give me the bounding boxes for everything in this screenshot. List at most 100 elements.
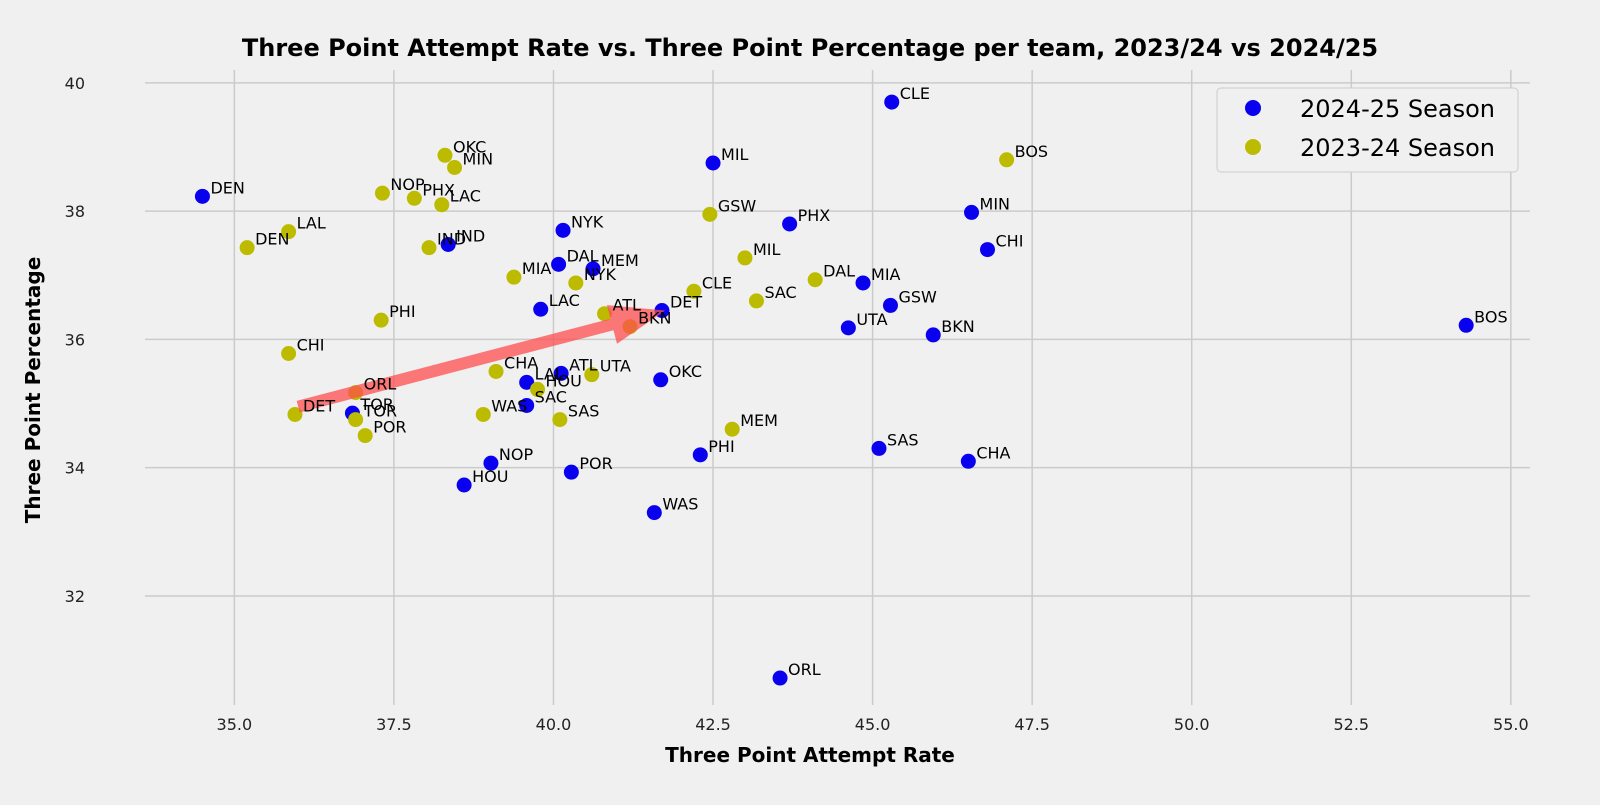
point-label-bkn: BKN [638,309,671,328]
x-tick-label: 52.5 [1333,715,1369,734]
y-tick-label: 40 [65,74,85,93]
point-label-gsw: GSW [718,196,757,215]
point-label-uta: UTA [600,357,631,376]
legend-box [1216,87,1519,173]
legend: 2024-25 Season 2023-24 Season [1216,87,1519,173]
point-label-lac: LAC [549,291,580,310]
point-label-den: DEN [210,178,244,197]
point-2023-24-season-cle [686,283,702,299]
point-label-nyk: NYK [571,212,604,231]
point-label-por: POR [373,418,406,437]
point-label-atl: ATL [613,296,641,315]
point-label-por: POR [579,454,612,473]
y-tick-label: 32 [65,587,85,606]
point-2024-25-season-dal [551,256,567,272]
point-2024-25-season-atl [553,365,569,381]
point-2023-24-season-por [357,428,373,444]
y-tick-label: 38 [65,202,85,221]
point-2023-24-season-uta [584,367,600,383]
point-label-okc: OKC [453,137,486,156]
point-2023-24-season-phi [373,312,389,328]
point-2023-24-season-mem [724,421,740,437]
point-label-hou: HOU [472,467,508,486]
point-2024-25-season-was [646,505,662,521]
point-label-okc: OKC [669,362,702,381]
point-label-sas: SAS [887,430,919,449]
x-tick-label: 55.0 [1493,715,1529,734]
point-2023-24-season-dal [807,272,823,288]
point-2024-25-season-min [964,204,980,220]
point-2023-24-season-hou [530,381,546,397]
point-2023-24-season-min [447,159,463,175]
point-2024-25-season-sac [519,397,535,413]
point-label-chi: CHI [297,336,325,355]
y-axis-label: Three Point Percentage [21,257,45,524]
point-2024-25-season-cha [960,453,976,469]
point-2024-25-season-phx [782,216,798,232]
point-2024-25-season-mem [585,261,601,277]
x-tick-label: 42.5 [695,715,731,734]
legend-marker-2023-24 [1245,139,1261,155]
point-2024-25-season-lal [519,374,535,390]
point-label-den: DEN [255,230,289,249]
point-label-nop: NOP [390,175,425,194]
point-label-nop: NOP [499,445,534,464]
point-2024-25-season-den [194,188,210,204]
y-tick-label: 36 [65,330,85,349]
point-2023-24-season-sac [748,293,764,309]
point-2023-24-season-det [287,406,303,422]
point-2023-24-season-tor [348,412,364,428]
point-label-bkn: BKN [941,317,974,336]
point-2024-25-season-sas [871,440,887,456]
point-2024-25-season-por [563,464,579,480]
point-label-lal: LAL [535,364,564,383]
point-label-min: MIN [463,149,494,168]
x-tick-label: 37.5 [376,715,412,734]
point-label-cha: CHA [976,443,1010,462]
legend-label-2023-24: 2023-24 Season [1300,134,1495,162]
point-label-sac: SAC [764,283,796,302]
point-2024-25-season-chi [979,242,995,258]
point-label-tor: TOR [363,402,397,421]
point-2024-25-season-ind [440,236,456,252]
legend-marker-2024-25 [1245,100,1261,116]
point-2023-24-season-mil [737,250,753,266]
point-2024-25-season-lac [533,301,549,317]
point-label-min: MIN [980,194,1011,213]
point-2023-24-season-sas [552,412,568,428]
point-label-ind: IND [437,230,466,249]
point-2024-25-season-uta [840,320,856,336]
point-label-mem: MEM [601,251,639,270]
x-tick-label: 35.0 [217,715,253,734]
point-2024-25-season-bkn [925,327,941,343]
point-label-nyk: NYK [584,265,617,284]
chart-title: Three Point Attempt Rate vs. Three Point… [242,34,1378,62]
point-2023-24-season-was [475,406,491,422]
point-2024-25-season-okc [653,372,669,388]
y-tick-labels: 32 34 36 38 40 [65,74,85,606]
point-label-uta: UTA [856,310,887,329]
point-label-phi: PHI [708,437,734,456]
point-label-cle: CLE [900,84,930,103]
point-label-det: DET [670,293,702,312]
point-label-hou: HOU [546,371,582,390]
point-2024-25-season-nop [483,455,499,471]
point-label-orl: ORL [788,660,821,679]
point-label-cha: CHA [504,353,538,372]
point-label-tor: TOR [359,395,393,414]
point-2023-24-season-ind [421,240,437,256]
x-tick-label: 40.0 [536,715,572,734]
x-tick-label: 47.5 [1014,715,1050,734]
point-2023-24-season-nop [374,185,390,201]
point-label-mem: MEM [740,411,778,430]
point-label-phx: PHX [798,206,831,225]
trend-arrow-shape [296,305,666,413]
point-2024-25-season-mil [705,155,721,171]
point-label-bos: BOS [1015,142,1048,161]
point-2024-25-season-bos [1458,317,1474,333]
point-label-was: WAS [662,495,698,514]
data-points [194,94,1474,686]
point-2024-25-season-phi [692,447,708,463]
point-2023-24-season-bos [999,152,1015,168]
